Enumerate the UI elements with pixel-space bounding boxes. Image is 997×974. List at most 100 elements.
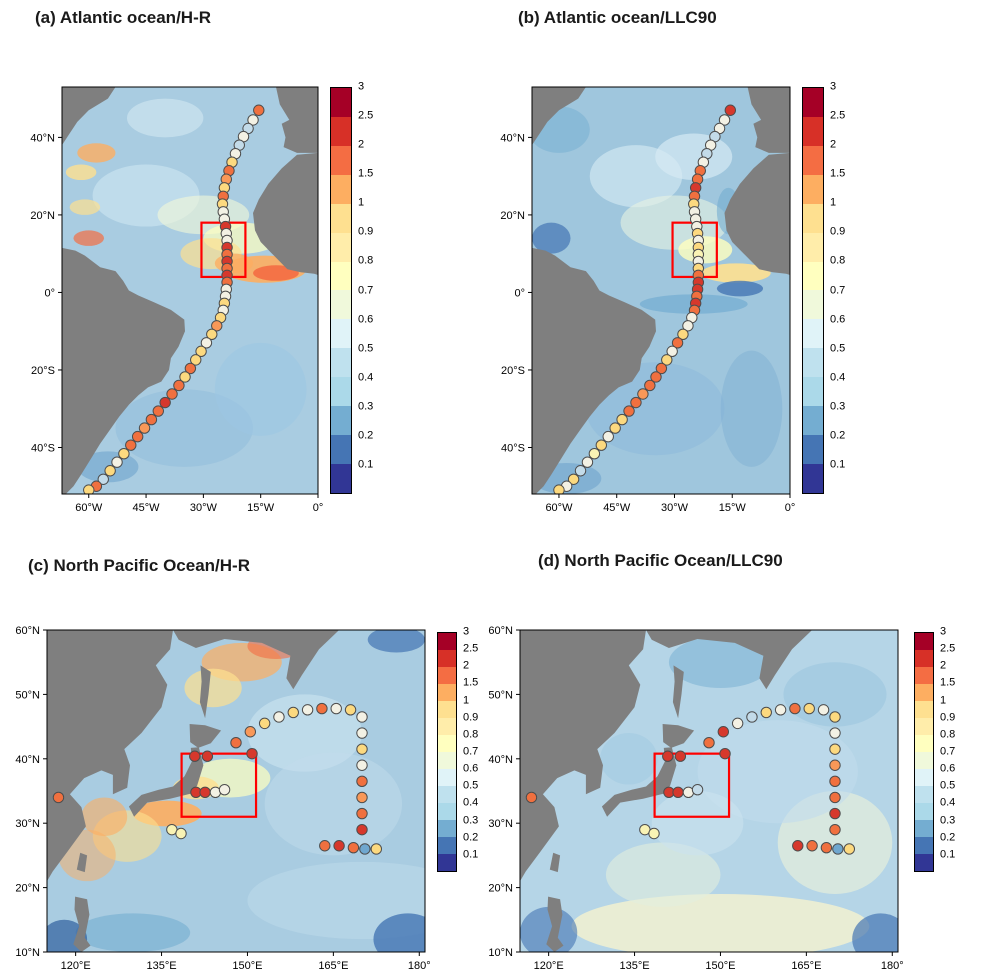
colorbar-segment (915, 854, 933, 871)
y-tick-label: 40°N (15, 754, 40, 766)
station-marker (258, 717, 271, 730)
station-marker (760, 706, 772, 719)
station-marker (347, 841, 360, 854)
colorbar-tick-label: 0.2 (358, 429, 374, 442)
y-tick-label: 30°N (488, 818, 513, 830)
colorbar-tick-label: 0.3 (463, 814, 479, 827)
colorbar-segment (438, 837, 456, 854)
colorbar-tick-label: 0.9 (940, 711, 956, 724)
colorbar-tick-label: 1 (830, 196, 837, 209)
colorbar-tick-label: 0.8 (463, 728, 479, 741)
panel-c-title: (c) North Pacific Ocean/H-R (28, 556, 250, 575)
colorbar-segment (438, 820, 456, 837)
colorbar-segment (803, 261, 823, 291)
station-marker (829, 791, 841, 804)
station-marker (719, 747, 731, 760)
land-hokkaido (662, 724, 695, 748)
station-marker (724, 104, 737, 116)
colorbar-segment (438, 735, 456, 752)
land-north_america (532, 87, 586, 146)
ocean-field-patch (75, 913, 191, 952)
colorbar-c: 3 2.5 2 1.5 1 0.9 0.8 0.7 0.6 0.5 0.4 0.3 0.2 0.1 (437, 626, 478, 872)
station-marker (118, 447, 130, 460)
station-marker (166, 388, 178, 400)
x-tick-label: 60°W (545, 502, 573, 514)
ocean-field-patch (247, 861, 425, 940)
colorbar-segment (438, 667, 456, 684)
y-tick-label: 0° (44, 287, 55, 299)
station-marker (356, 823, 368, 836)
ocean-field-patch (115, 389, 254, 467)
ocean-field-patch (65, 164, 97, 181)
colorbar-tick-label: 0.1 (940, 848, 956, 861)
station-marker (131, 430, 144, 443)
ocean-field-patch (655, 133, 733, 181)
land-africa (253, 152, 318, 275)
colorbar-segment (915, 633, 933, 650)
y-tick-label: 40°N (488, 754, 513, 766)
station-marker (717, 726, 730, 738)
colorbar-tick-label: 2 (830, 138, 837, 151)
colorbar-segment (803, 203, 823, 233)
ocean-field-patch (668, 636, 772, 688)
station-marker (718, 114, 731, 126)
station-marker (206, 328, 218, 341)
colorbar-tick-label: 3 (830, 80, 837, 93)
y-tick-label: 40°S (31, 442, 55, 454)
station-marker (630, 396, 642, 409)
colorbar-segment (438, 650, 456, 667)
axes-frame (519, 629, 899, 953)
colorbar-segment (438, 752, 456, 769)
colorbar-tick-label: 0.4 (463, 796, 479, 809)
colorbar-tick-label: 1.5 (358, 167, 374, 180)
y-tick-label: 40°S (501, 442, 525, 454)
colorbar-tick-label: 1 (358, 196, 365, 209)
station-marker (52, 791, 65, 804)
axes-frame (61, 86, 319, 495)
colorbar-segment (438, 701, 456, 718)
colorbar-segment (803, 406, 823, 436)
station-marker (672, 786, 684, 798)
ocean-field-patch (264, 752, 403, 856)
colorbar-tick-label: 0.6 (358, 313, 374, 326)
station-marker (356, 759, 368, 771)
station-marker (662, 750, 674, 762)
y-tick-label: 50°N (488, 689, 513, 701)
ocean-field-patch (716, 280, 764, 297)
station-marker (138, 422, 151, 434)
station-marker (602, 430, 614, 443)
x-tick-label: 180° (408, 960, 431, 972)
colorbar-segment (803, 319, 823, 349)
station-marker (829, 759, 841, 771)
colorbar-tick-label: 0.8 (830, 254, 846, 267)
station-marker (230, 737, 242, 749)
station-marker (789, 702, 801, 715)
colorbar-tick-label: 0.6 (463, 762, 479, 775)
colorbar-segment (915, 718, 933, 735)
y-tick-label: 20°S (501, 365, 525, 377)
map-atlantic-llc90: 60°W 45°W 30°W 15°W 0° 40°N 20°N 0° 20°S 40°S (500, 86, 795, 514)
highlight-red-box (180, 752, 258, 818)
colorbar-segment (803, 377, 823, 407)
station-marker (356, 743, 368, 755)
land-taiwan (549, 852, 561, 873)
panel-d-title: (d) North Pacific Ocean/LLC90 (538, 551, 783, 570)
station-marker (553, 484, 565, 494)
station-marker (184, 362, 197, 375)
station-marker (199, 786, 211, 798)
colorbar-tick-label: 0.6 (940, 762, 956, 775)
x-tick-label: 120°E (61, 960, 91, 972)
colorbar-segment (803, 88, 823, 117)
station-marker (125, 439, 137, 451)
ocean-field-patch (532, 222, 571, 254)
station-marker (175, 827, 187, 840)
station-marker (581, 456, 594, 468)
station-marker (648, 827, 660, 840)
station-marker (316, 702, 328, 715)
ocean-field-patch (69, 199, 101, 215)
y-tick-label: 50°N (15, 689, 40, 701)
colorbar-a: 3 2.5 2 1.5 1 0.9 0.8 0.7 0.6 0.5 0.4 0.3 0.2 0.1 (330, 81, 373, 494)
colorbar-segment (438, 718, 456, 735)
land-sakhalin (672, 665, 684, 719)
station-marker (806, 840, 818, 852)
